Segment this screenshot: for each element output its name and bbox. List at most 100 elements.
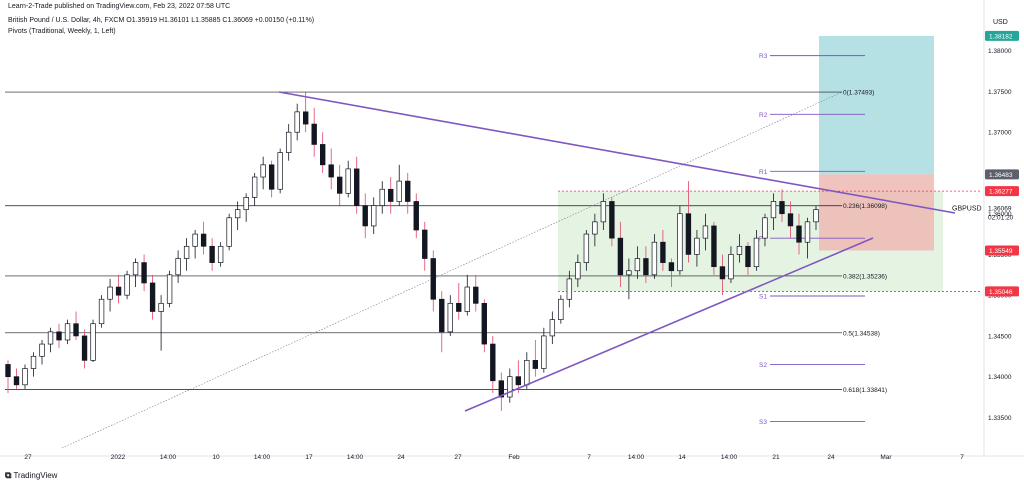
candle-body: [30, 355, 37, 369]
candle-body: [728, 254, 734, 280]
candle-body: [405, 180, 411, 202]
candle-body: [430, 258, 436, 300]
x-tick-label: 24: [827, 454, 835, 461]
candle-body: [183, 245, 190, 259]
candle-body: [132, 262, 139, 276]
candle-body: [192, 233, 198, 247]
candle-body: [22, 368, 28, 386]
candle-body: [634, 258, 641, 272]
x-tick-label: 27: [24, 454, 32, 461]
y-tick-label: 1.34000: [988, 374, 1012, 381]
y-tick-label: 1.38000: [988, 48, 1012, 55]
candle-body: [770, 201, 777, 219]
pivot-label: S3: [759, 419, 767, 426]
candle-body: [234, 209, 241, 219]
candle-body: [56, 331, 62, 341]
candle-body: [388, 188, 394, 202]
candle-body: [668, 262, 675, 272]
price-axis-label-bg: [985, 245, 1019, 256]
take-profit-zone: [819, 35, 934, 175]
candle-body: [251, 176, 258, 198]
candle-body: [294, 111, 300, 133]
candle-body: [745, 245, 751, 268]
price-axis-label-bg: [985, 30, 1019, 41]
candle-body: [481, 302, 487, 345]
candle-body: [158, 302, 164, 312]
y-tick-label: 1.37500: [988, 89, 1012, 96]
candle-body: [226, 217, 232, 247]
candle-body: [413, 201, 419, 231]
candle-body: [243, 197, 249, 210]
x-tick-label: 14:00: [347, 454, 364, 461]
candle-body: [277, 152, 283, 190]
price-axis-label-bg: [985, 169, 1019, 180]
candle-body: [796, 225, 802, 243]
candle-body: [575, 262, 581, 280]
candle-body: [90, 323, 96, 361]
candle-body: [311, 123, 317, 145]
candle-body: [115, 286, 122, 296]
price-axis-label: 1.36069: [988, 206, 1012, 213]
fib-level-label: 0.5(1.34538): [843, 330, 880, 337]
fib-level-label: 0.236(1.36098): [843, 203, 887, 210]
price-axis-label-bg: [985, 186, 1019, 197]
x-tick-label: 7: [587, 454, 591, 461]
candle-body: [464, 286, 470, 312]
candle-body: [209, 245, 215, 263]
candle-body: [609, 201, 615, 239]
candle-body: [98, 298, 105, 325]
candle-body: [302, 111, 309, 125]
candle-body: [515, 376, 522, 386]
candle-body: [268, 164, 275, 190]
candle-body: [107, 286, 113, 300]
candle-body: [362, 205, 368, 227]
candle-body: [736, 245, 743, 255]
pivot-label: R2: [759, 112, 768, 119]
candle-body: [498, 380, 504, 398]
pivot-label: P: [759, 236, 763, 243]
price-axis-label: 1.36277: [989, 189, 1013, 196]
candle-body: [285, 131, 292, 153]
x-tick-label: 14:00: [254, 454, 271, 461]
fib-level-label: 0.382(1.35236): [843, 273, 887, 280]
candle-body: [371, 205, 377, 227]
candle-body: [64, 323, 71, 341]
candle-body: [396, 180, 402, 202]
y-tick-label: 1.34500: [988, 333, 1012, 340]
candle-body: [337, 176, 343, 194]
candle-body: [592, 221, 598, 235]
candle-body: [166, 274, 173, 304]
candle-body: [583, 233, 590, 263]
y-tick-label: 1.37000: [988, 130, 1012, 137]
candle-body: [439, 298, 445, 333]
candle-body: [260, 164, 266, 178]
candle-body: [787, 213, 794, 227]
descending-trendline: [278, 91, 956, 214]
candle-body: [549, 319, 556, 337]
candle-body: [626, 270, 632, 276]
candle-body: [643, 258, 649, 276]
candle-body: [200, 233, 207, 247]
candle-body: [81, 335, 88, 361]
price-axis-label: 02:01:20: [988, 214, 1014, 221]
price-axis-label-bg: [985, 286, 1019, 297]
candle-body: [566, 278, 573, 300]
candle-body: [490, 343, 496, 382]
candle-body: [473, 286, 479, 304]
indicator-line: Pivots (Traditional, Weekly, 1, Left): [8, 28, 116, 35]
y-tick-label: 1.33500: [988, 415, 1012, 422]
x-tick-label: 7: [960, 454, 964, 461]
price-axis-label: 1.35549: [989, 248, 1013, 255]
x-tick-label: 21: [772, 454, 780, 461]
candle-body: [762, 217, 768, 239]
x-tick-label: 17: [305, 454, 313, 461]
pivot-label: S2: [759, 362, 767, 369]
tradingview-logo: ⧉ TradingView: [5, 470, 57, 481]
price-axis-label: 1.36483: [989, 172, 1013, 179]
x-tick-label: 27: [454, 454, 462, 461]
tradingview-icon: ⧉: [5, 470, 12, 480]
candle-body: [677, 213, 683, 272]
candle-body: [711, 225, 717, 268]
stop-loss-zone: [819, 174, 934, 251]
